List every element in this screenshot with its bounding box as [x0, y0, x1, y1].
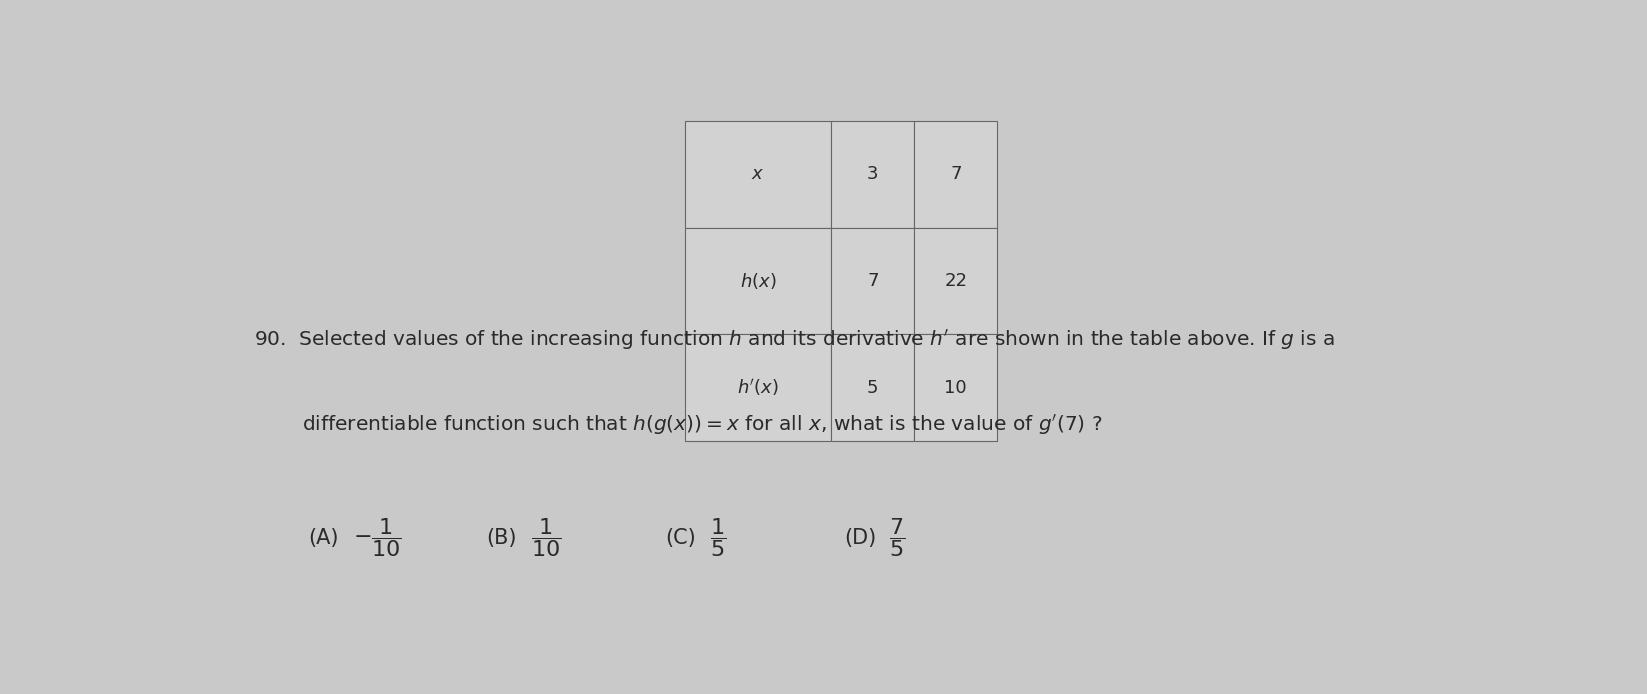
Bar	[832, 335, 914, 441]
Bar	[685, 335, 832, 441]
Text: 22: 22	[944, 272, 967, 290]
Text: 7: 7	[950, 165, 962, 183]
Bar	[832, 121, 914, 228]
Text: 5: 5	[866, 379, 878, 397]
Text: $h'(x)$: $h'(x)$	[736, 378, 779, 398]
Text: $\dfrac{7}{5}$: $\dfrac{7}{5}$	[889, 516, 904, 559]
Text: (C): (C)	[665, 527, 697, 548]
Bar	[685, 228, 832, 335]
Text: (A): (A)	[308, 527, 339, 548]
Bar	[914, 335, 996, 441]
Text: (B): (B)	[488, 527, 517, 548]
Bar	[832, 228, 914, 335]
Text: differentiable function such that $h(g(x)) = x$ for all $x$, what is the value o: differentiable function such that $h(g(x…	[301, 413, 1102, 437]
Text: $-\dfrac{1}{10}$: $-\dfrac{1}{10}$	[352, 516, 402, 559]
Bar	[685, 121, 832, 228]
Text: (D): (D)	[845, 527, 876, 548]
Text: 7: 7	[866, 272, 878, 290]
Text: 90.  Selected values of the increasing function $h$ and its derivative $h'$ are : 90. Selected values of the increasing fu…	[254, 328, 1336, 352]
Text: $\dfrac{1}{10}$: $\dfrac{1}{10}$	[532, 516, 562, 559]
Bar	[914, 228, 996, 335]
Text: 3: 3	[866, 165, 878, 183]
Text: $x$: $x$	[751, 165, 764, 183]
Text: 10: 10	[944, 379, 967, 397]
Text: $h(x)$: $h(x)$	[740, 271, 776, 291]
Bar	[914, 121, 996, 228]
Text: $\dfrac{1}{5}$: $\dfrac{1}{5}$	[710, 516, 726, 559]
